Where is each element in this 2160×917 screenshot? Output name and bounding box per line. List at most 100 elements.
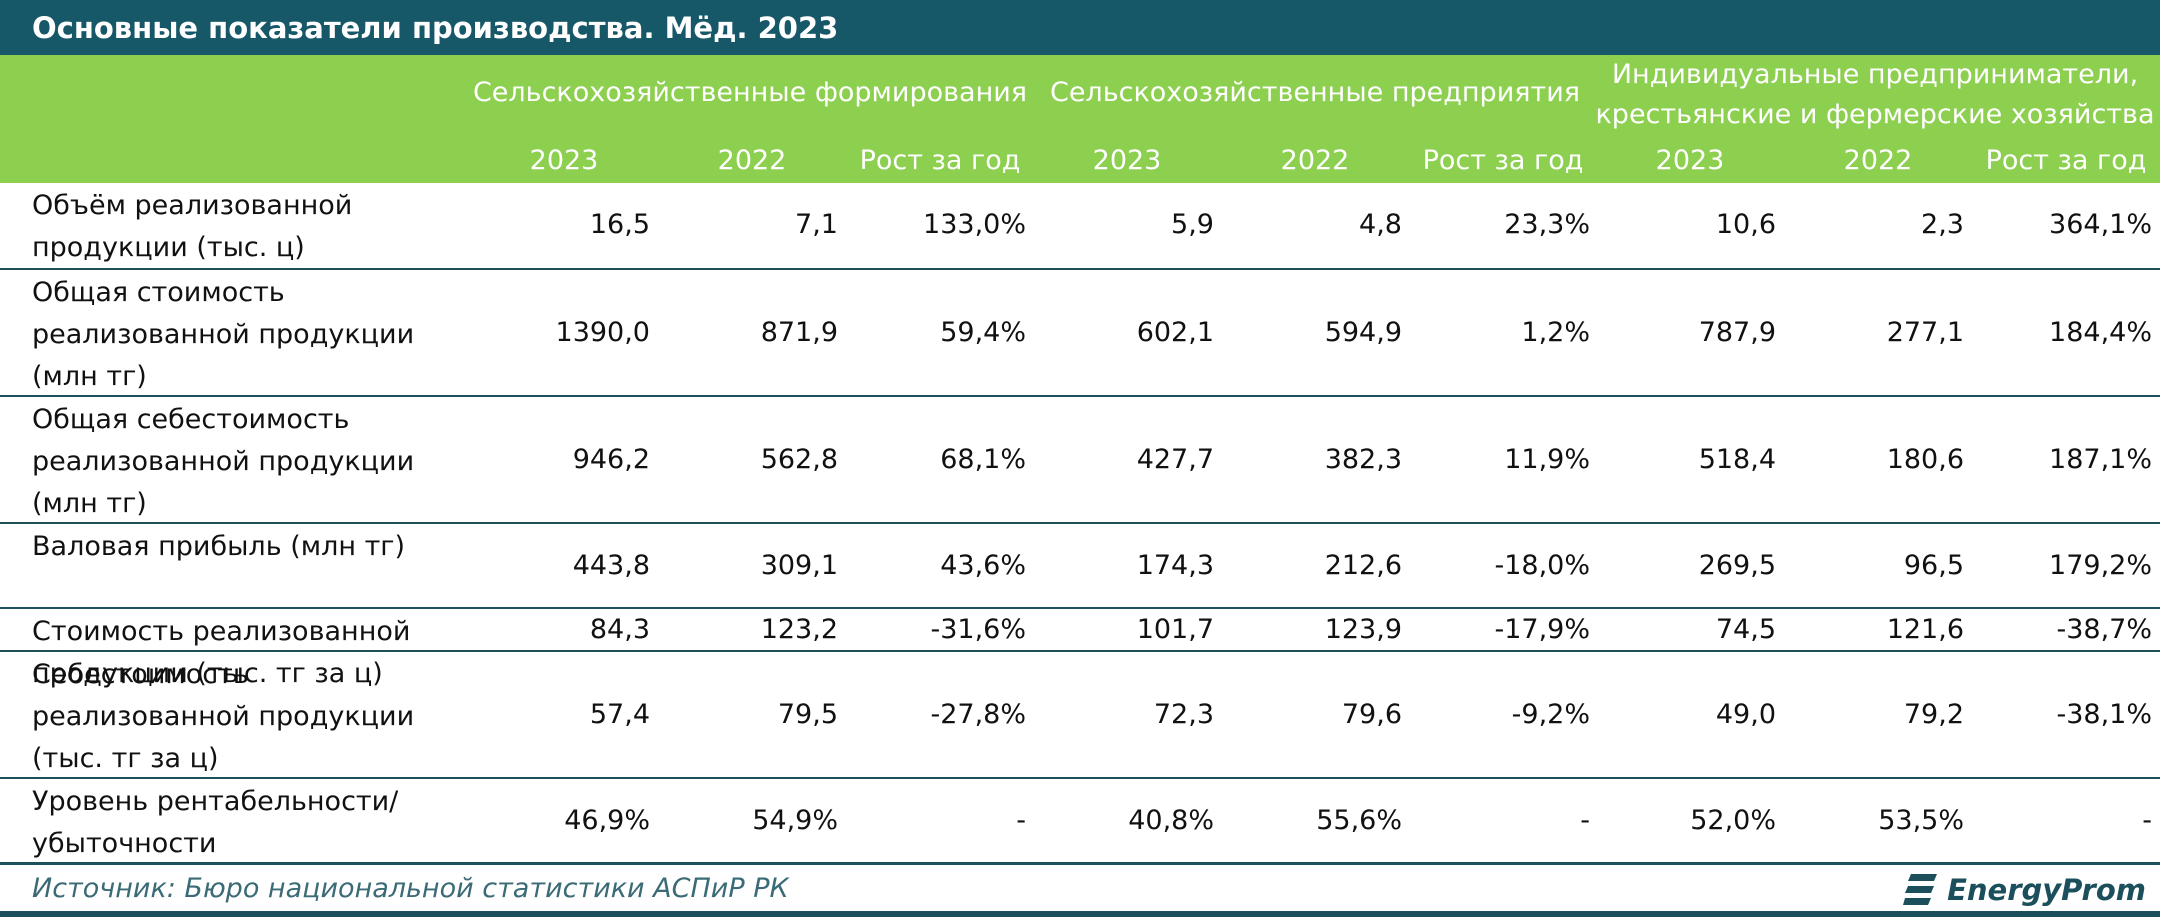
table-cell: 7,1 [795,209,838,240]
table-cell: 96,5 [1903,550,1964,581]
table-cell: 309,1 [760,550,838,581]
row-label: Объём реализованной продукции (тыс. ц) [32,190,353,263]
table-cell: 55,6% [1316,805,1402,836]
table-cell: - [1016,805,1026,836]
group-header-line: крестьянские и фермерские хозяйства [1595,99,2155,130]
brand-name: EnergyProm [1947,873,2146,907]
column-header: 2023 [1655,145,1725,176]
row-label: Уровень рентабельности/убыточности [32,786,399,859]
table-cell: 1,2% [1521,317,1590,348]
table-footer: Источник: Бюро национальной статистики А… [0,862,2160,917]
table-cell: 49,0 [1715,699,1776,730]
table-cell: 946,2 [572,444,650,475]
table-cell: 787,9 [1698,317,1776,348]
table-cell: 5,9 [1171,209,1214,240]
table-cell: 11,9% [1504,444,1590,475]
row-label: Валовая прибыль (млн тг) [32,531,406,562]
row-label: Общая стоимость реализованной продукции … [32,277,415,392]
table-cell: 57,4 [589,699,650,730]
table-cell: 269,5 [1698,550,1776,581]
table-row: Стоимость реализованной продукции (тыс. … [0,607,2160,689]
table-cell: 46,9% [564,805,650,836]
column-header: Рост за год [859,145,1021,176]
table-cell: 382,3 [1324,444,1402,475]
table-cell: 123,2 [760,614,838,645]
table-cell: 2,3 [1921,209,1964,240]
table-row: Общая стоимость реализованной продукции … [0,268,2160,395]
column-header: 2022 [1843,145,1913,176]
column-header: 2022 [717,145,787,176]
row-label: Стоимость реализованной продукции (тыс. … [32,616,411,689]
table-cell: 74,5 [1715,614,1776,645]
group-header-individual-farms: Индивидуальные предприниматели, крестьян… [1590,55,2160,135]
table-cell: 594,9 [1324,317,1402,348]
group-header-line: Индивидуальные предприниматели, [1611,59,2139,90]
table-cell: -31,6% [930,614,1026,645]
table-cell: 79,2 [1903,699,1964,730]
column-header: Рост за год [1422,145,1584,176]
table-cell: -9,2% [1511,699,1590,730]
table-cell: 174,3 [1136,550,1214,581]
table-cell: - [1580,805,1590,836]
table-cell: 52,0% [1690,805,1776,836]
table-cell: 59,4% [940,317,1026,348]
table-cell: 10,6 [1715,209,1776,240]
column-header: Рост за год [1985,145,2147,176]
table-cell: 180,6 [1886,444,1964,475]
table-row: Общая себестоимость реализованной продук… [0,395,2160,522]
table-cell: 562,8 [760,444,838,475]
table-row: Себестоимость реализованной продукции (т… [0,650,2160,777]
footer-rule [0,911,2160,917]
table-cell: 187,1% [2049,444,2152,475]
table-cell: -38,7% [2056,614,2152,645]
table-cell: 602,1 [1136,317,1214,348]
table-cell: 364,1% [2049,209,2152,240]
table-cell: 79,5 [777,699,838,730]
source-note: Источник: Бюро национальной статистики А… [32,873,789,904]
column-header: 2022 [1280,145,1350,176]
table-row: Валовая прибыль (млн тг) 443,8 309,1 43,6% 1… [0,522,2160,607]
group-header-agri-formations: Сельскохозяйственные формирования [470,73,1030,113]
table-cell: 16,5 [589,209,650,240]
table-cell: 84,3 [589,614,650,645]
group-header-line: Сельскохозяйственные формирования [472,77,1028,108]
table-header: Сельскохозяйственные формирования Сельск… [0,55,2160,183]
table-cell: 72,3 [1153,699,1214,730]
brand-logo: EnergyProm [1903,870,2146,910]
table-cell: -17,9% [1494,614,1590,645]
table-cell: 40,8% [1128,805,1214,836]
table-cell: 121,6 [1886,614,1964,645]
column-header: 2023 [529,145,599,176]
table-cell: 518,4 [1698,444,1776,475]
table-cell: 427,7 [1136,444,1214,475]
table-cell: 443,8 [572,550,650,581]
table-row: Объём реализованной продукции (тыс. ц) 16… [0,183,2160,268]
table-cell: 4,8 [1359,209,1402,240]
table-cell: 179,2% [2049,550,2152,581]
table-cell: -27,8% [930,699,1026,730]
table-cell: 133,0% [923,209,1026,240]
table-cell: 43,6% [940,550,1026,581]
group-header-agri-enterprises: Сельскохозяйственные предприятия [1040,73,1590,113]
table-cell: 123,9 [1324,614,1402,645]
table-cell: 212,6 [1324,550,1402,581]
table-cell: 184,4% [2049,317,2152,348]
column-header: 2023 [1092,145,1162,176]
row-label: Общая себестоимость реализованной продук… [32,404,415,519]
table-cell: 871,9 [760,317,838,348]
table-title: Основные показатели производства. Мёд. 2… [0,0,2160,55]
table-cell: 54,9% [752,805,838,836]
table-cell: 277,1 [1886,317,1964,348]
table-cell: - [2142,805,2152,836]
table-cell: 53,5% [1878,805,1964,836]
table-cell: -38,1% [2056,699,2152,730]
table-row: Уровень рентабельности/убыточности 46,9% 5… [0,777,2160,862]
table-cell: 79,6 [1341,699,1402,730]
group-header-line: Сельскохозяйственные предприятия [1049,77,1581,108]
table-cell: 68,1% [940,444,1026,475]
energyprom-logo-icon [1903,874,1938,905]
table-cell: 101,7 [1136,614,1214,645]
table-cell: -18,0% [1494,550,1590,581]
row-label: Себестоимость реализованной продукции (т… [32,659,415,774]
table-cell: 1390,0 [555,317,650,348]
